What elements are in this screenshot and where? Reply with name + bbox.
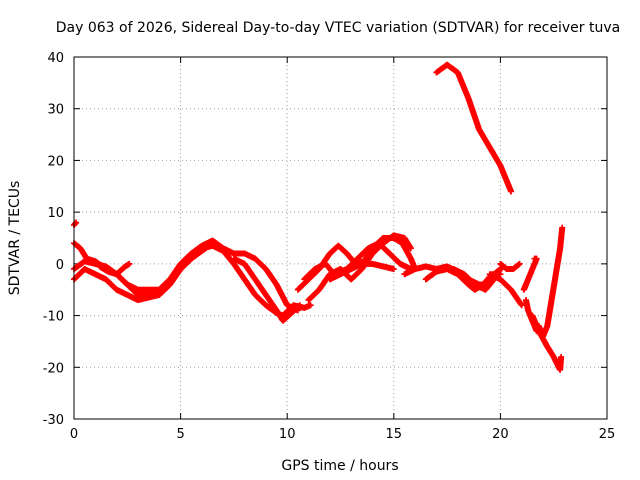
x-axis-label: GPS time / hours [281, 458, 398, 474]
series-sat-h [305, 232, 414, 304]
y-tick-label: 40 [47, 51, 64, 66]
x-tick-label: 0 [70, 427, 78, 442]
plot-frame [73, 56, 608, 420]
x-tick-label: 25 [599, 427, 616, 442]
chart-title: Day 063 of 2026, Sidereal Day-to-day VTE… [56, 20, 620, 36]
data-point [126, 260, 133, 267]
grid [74, 57, 607, 419]
ticks: 0 5 10 15 20 25 -30 -20 -10 0 10 20 30 40 [43, 51, 616, 442]
series-sat-d [230, 255, 303, 324]
data-point [533, 328, 540, 335]
data-point [307, 302, 314, 309]
series-sat-t [520, 255, 540, 293]
series-sat-o [497, 260, 523, 273]
series-sat-f [96, 260, 133, 278]
y-tick-label: -30 [43, 413, 64, 428]
data-point [558, 353, 565, 360]
series-sat-c [71, 237, 301, 314]
y-tick-label: -10 [43, 310, 64, 325]
x-tick-label: 5 [176, 427, 184, 442]
data-point [390, 266, 397, 273]
x-tick-label: 10 [279, 427, 296, 442]
y-tick-label: 20 [47, 154, 64, 169]
data-point [518, 302, 525, 309]
data-point [508, 188, 515, 195]
y-axis-label: SDTVAR / TECUs [7, 181, 23, 296]
data-point [522, 281, 529, 288]
series-sat-j [326, 260, 397, 283]
x-tick-label: 20 [492, 427, 509, 442]
series-sat-s [522, 297, 540, 335]
data-point [559, 224, 566, 231]
series-sat-e [71, 219, 80, 229]
series-sat-b [71, 240, 233, 304]
series-sat-r [535, 224, 566, 340]
data-point [296, 302, 303, 309]
y-tick-label: 0 [56, 258, 64, 273]
series-sat-p [433, 61, 515, 195]
x-tick-label: 15 [386, 427, 403, 442]
series-sat-n [486, 271, 525, 309]
y-tick-label: -20 [43, 361, 64, 376]
data-point [516, 260, 523, 267]
y-tick-label: 10 [47, 206, 64, 221]
data-point [407, 245, 414, 252]
data-points [71, 61, 566, 373]
y-tick-label: 30 [47, 103, 64, 118]
